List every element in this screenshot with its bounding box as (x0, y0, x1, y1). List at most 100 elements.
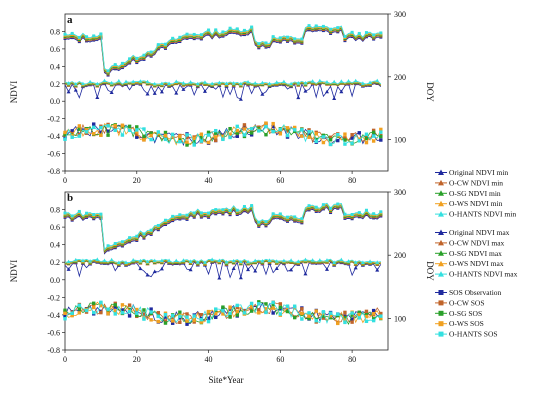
sos-point (170, 321, 175, 325)
sos-point (192, 320, 196, 324)
sos-point (185, 319, 189, 323)
minmax-point (202, 260, 207, 264)
ndvi-point (156, 223, 160, 227)
sos-point (206, 316, 211, 320)
ndvi-point (307, 24, 311, 28)
sos-point (170, 315, 175, 320)
minmax-point (138, 266, 143, 271)
sos-point (63, 137, 67, 142)
sos-point (185, 133, 189, 137)
sos-point (92, 122, 96, 126)
minmax-point (73, 257, 78, 262)
ndvi-point (379, 31, 383, 35)
sos-point (321, 140, 326, 145)
ndvi-point (77, 35, 81, 39)
minmax-point (217, 258, 222, 263)
left-tick-label: -0.2 (47, 115, 60, 124)
sos-point (84, 128, 89, 132)
ndvi-point (264, 220, 268, 224)
minmax-point (353, 260, 358, 264)
sos-point (149, 131, 153, 135)
sos-point (343, 138, 347, 142)
minmax-point (66, 259, 71, 264)
minmax-point (317, 258, 322, 262)
panel-b-label: b (67, 192, 73, 204)
ndvi-point (278, 212, 282, 216)
sos-point (135, 132, 139, 137)
sos-point (285, 129, 290, 133)
ndvi-point (171, 36, 175, 40)
sos-point (336, 138, 340, 143)
minmax-point (181, 81, 186, 85)
sos-point (350, 317, 354, 322)
legend-label: O-CW NDVI min (449, 178, 503, 187)
left-tick-label: 0.8 (50, 27, 60, 36)
left-tick-label: 0.2 (50, 80, 60, 89)
ndvi-point (214, 208, 218, 212)
sos-point (221, 134, 225, 138)
ndvi-point (149, 228, 153, 232)
ndvi-point (185, 32, 189, 36)
sos-point (77, 309, 82, 313)
sos-point (63, 130, 67, 135)
ndvi-point (163, 42, 167, 46)
sos-point (199, 317, 204, 322)
minmax-point (324, 258, 329, 262)
minmax-point (159, 89, 164, 94)
legend-label: O-CW SOS (449, 298, 485, 307)
sos-point (307, 311, 311, 315)
sos-point (285, 133, 290, 138)
sos-point (142, 308, 146, 312)
legend-triangle-icon (438, 169, 444, 175)
sos-point (364, 313, 369, 317)
sos-point (192, 143, 196, 147)
sos-point (127, 309, 132, 314)
sos-point (77, 307, 82, 311)
sos-point (192, 136, 196, 140)
x-tick-label: 80 (348, 355, 356, 364)
right-tick-label: 200 (394, 251, 406, 260)
sos-point (63, 308, 67, 312)
minmax-point (159, 258, 164, 263)
ndvi-point (106, 244, 110, 248)
minmax-point (274, 266, 279, 270)
sos-point (99, 133, 103, 137)
panel-b-frame (64, 191, 389, 351)
ndvi-point (257, 42, 261, 46)
sos-point (379, 311, 383, 316)
sos-point (170, 132, 175, 137)
minmax-point (324, 267, 329, 271)
sos-point (77, 127, 82, 131)
minmax-point (368, 80, 373, 85)
sos-point (214, 131, 218, 135)
ndvi-point (99, 212, 103, 216)
sos-point (343, 310, 347, 315)
minmax-point (303, 257, 308, 262)
sos-point (257, 308, 261, 312)
panel-a-label: a (67, 14, 73, 26)
sos-point (249, 306, 254, 311)
sos-point (185, 143, 189, 147)
ndvi-point (185, 213, 189, 217)
minmax-point (80, 258, 85, 263)
ndvi-point (372, 33, 376, 37)
minmax-point (167, 81, 172, 86)
minmax-point (289, 267, 294, 272)
ndvi-point (242, 205, 246, 209)
ndvi-point (120, 61, 124, 65)
ndvi-point (271, 212, 275, 216)
sos-point (364, 140, 369, 145)
sos-point (113, 128, 117, 133)
ndvi-point (120, 240, 124, 244)
sos-point (214, 315, 218, 320)
x-tick-label: 0 (63, 176, 67, 185)
ndvi-point (207, 28, 211, 32)
legend-triangle-icon (438, 260, 444, 267)
sos-point (106, 312, 110, 316)
sos-point (149, 133, 153, 138)
minmax-point (210, 81, 215, 86)
sos-point (120, 123, 125, 127)
sos-point (257, 300, 261, 304)
sos-point (77, 303, 82, 307)
